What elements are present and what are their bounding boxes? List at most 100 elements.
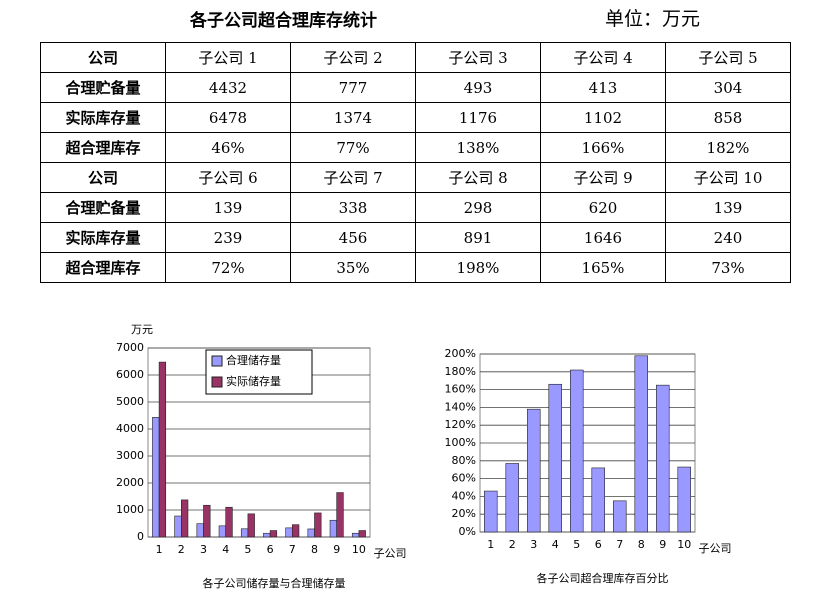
- legend-swatch: [211, 376, 223, 388]
- y-tick-label: 7000: [116, 341, 144, 354]
- bar: [329, 519, 338, 538]
- y-tick-label: 0%: [459, 525, 476, 538]
- y-tick-label: 3000: [116, 449, 144, 462]
- y-tick-label: 6000: [116, 368, 144, 381]
- table-cell: 子公司 7: [290, 162, 416, 193]
- y-tick-label: 20%: [452, 507, 476, 520]
- table-cell: 198%: [415, 252, 541, 283]
- table-cell: 338: [290, 192, 416, 223]
- table-cell: 子公司 9: [540, 162, 666, 193]
- bar: [677, 466, 691, 533]
- y-tick-label: 40%: [452, 489, 476, 502]
- page-title: 各子公司超合理库存统计: [190, 11, 377, 31]
- table-cell: 子公司 8: [415, 162, 541, 193]
- x-tick-label: 3: [530, 538, 537, 551]
- y-tick-label: 120%: [445, 418, 476, 431]
- table-cell: 子公司 5: [665, 42, 791, 73]
- x-tick-label: 7: [616, 538, 623, 551]
- table-cell: 138%: [415, 132, 541, 163]
- table-body: 公司 子公司 1 子公司 2 子公司 3 子公司 4 子公司 5 合理贮备量 4432 777 4…: [40, 42, 791, 283]
- x-tick-label: 8: [311, 543, 318, 556]
- bar: [247, 513, 255, 538]
- table-cell: 891: [415, 222, 541, 253]
- y-tick-label: 80%: [452, 454, 476, 467]
- table-cell: 6478: [165, 102, 291, 133]
- bar: [351, 532, 360, 538]
- table-cell: 77%: [290, 132, 416, 163]
- table-cell: 子公司 4: [540, 42, 666, 73]
- table-row: 公司 子公司 6 子公司 7 子公司 8 子公司 9 子公司 10: [40, 162, 791, 193]
- x-tick-label: 4: [222, 543, 229, 556]
- y-axis-label: 万元: [131, 323, 153, 336]
- bar: [314, 512, 322, 538]
- table-cell: 子公司 3: [415, 42, 541, 73]
- table-cell: 1646: [540, 222, 666, 253]
- chart-title: 各子公司储存量与合理储存量: [203, 576, 346, 590]
- table-cell: 实际库存量: [40, 102, 166, 133]
- y-tick-label: 200%: [445, 347, 476, 360]
- table-cell: 493: [415, 72, 541, 103]
- table-cell: 456: [290, 222, 416, 253]
- table-cell: 合理贮备量: [40, 72, 166, 103]
- y-tick-label: 0: [137, 530, 144, 543]
- x-tick-label: 7: [289, 543, 296, 556]
- bar: [203, 504, 211, 538]
- table-row: 超合理库存 72% 35% 198% 165% 73%: [40, 252, 791, 283]
- bar: [196, 523, 204, 538]
- y-tick-label: 2000: [116, 476, 144, 489]
- y-tick-label: 180%: [445, 365, 476, 378]
- x-tick-label: 6: [595, 538, 602, 551]
- bar: [269, 530, 278, 538]
- x-tick-label: 3: [200, 543, 207, 556]
- x-tick-label: 9: [659, 538, 666, 551]
- bar: [307, 528, 315, 538]
- chart-title: 各子公司超合理库存百分比: [537, 571, 669, 585]
- bar: [225, 506, 233, 538]
- table-cell: 子公司 10: [665, 162, 791, 193]
- stock-table: 公司 子公司 1 子公司 2 子公司 3 子公司 4 子公司 5 合理贮备量 4432 777 4…: [40, 42, 791, 283]
- y-tick-label: 60%: [452, 472, 476, 485]
- table-cell: 73%: [665, 252, 791, 283]
- table-cell: 1176: [415, 102, 541, 133]
- bar: [263, 532, 271, 538]
- x-tick-label: 10: [677, 538, 691, 551]
- x-axis-label: 子公司: [374, 547, 407, 560]
- bar: [548, 383, 562, 533]
- table-cell: 4432: [165, 72, 291, 103]
- bar: [152, 417, 160, 538]
- x-tick-label: 1: [487, 538, 494, 551]
- x-axis-label: 子公司: [699, 542, 732, 555]
- legend-label: 合理储存量: [226, 353, 281, 367]
- bar: [655, 384, 670, 533]
- y-tick-label: 1000: [116, 503, 144, 516]
- x-tick-label: 5: [244, 543, 251, 556]
- bar: [483, 490, 498, 533]
- x-tick-label: 5: [573, 538, 580, 551]
- x-tick-label: 2: [509, 538, 516, 551]
- y-tick-label: 4000: [116, 422, 144, 435]
- legend-swatch: [211, 355, 223, 367]
- bar: [336, 492, 344, 538]
- table-cell: 46%: [165, 132, 291, 163]
- bar: [158, 361, 167, 538]
- x-tick-label: 6: [267, 543, 274, 556]
- x-tick-label: 4: [552, 538, 559, 551]
- x-tick-label: 10: [352, 543, 366, 556]
- x-tick-label: 9: [333, 543, 340, 556]
- table-row: 实际库存量 6478 1374 1176 1102 858: [40, 102, 791, 133]
- table-row: 合理贮备量 139 338 298 620 139: [40, 192, 791, 223]
- bar: [634, 355, 648, 533]
- unit-label: 单位：万元: [605, 8, 701, 30]
- y-tick-label: 100%: [445, 436, 476, 449]
- legend-label: 实际储存量: [226, 374, 281, 388]
- bar: [218, 525, 226, 538]
- bar: [358, 530, 366, 538]
- bar: [181, 499, 189, 538]
- bar: [591, 467, 605, 533]
- x-tick-label: 2: [178, 543, 185, 556]
- x-tick-label: 1: [156, 543, 163, 556]
- table-cell: 72%: [165, 252, 291, 283]
- bar: [505, 463, 519, 533]
